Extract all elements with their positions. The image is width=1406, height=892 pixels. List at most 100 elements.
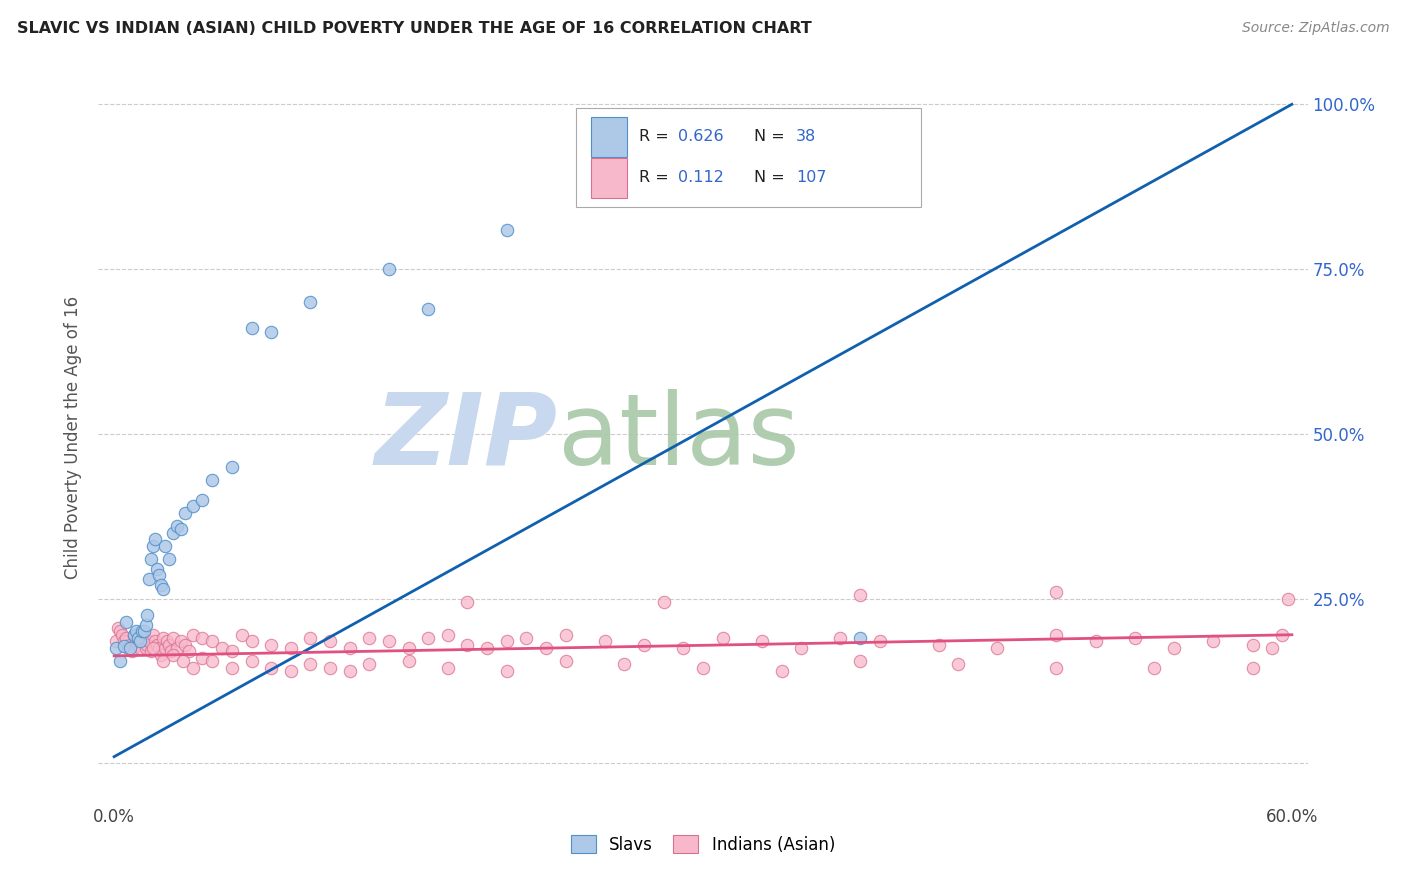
Point — [260, 638, 283, 652]
Point — [191, 631, 214, 645]
Point — [1143, 661, 1166, 675]
Point — [181, 500, 204, 514]
Text: ZIP: ZIP — [375, 389, 558, 485]
Point — [830, 631, 852, 645]
Point — [172, 654, 194, 668]
Text: N =: N = — [754, 170, 785, 186]
Point — [378, 262, 401, 277]
Point — [142, 640, 165, 655]
Point — [849, 654, 872, 668]
Point — [162, 631, 184, 645]
Point — [125, 624, 148, 639]
Point — [136, 638, 159, 652]
Point — [118, 640, 141, 655]
Point — [495, 664, 517, 678]
Point — [1045, 585, 1067, 599]
Point — [128, 634, 150, 648]
Point — [319, 634, 342, 648]
Point — [131, 628, 153, 642]
Point — [1261, 640, 1284, 655]
Point — [359, 631, 381, 645]
Point — [339, 640, 361, 655]
Point — [280, 664, 302, 678]
Point — [211, 640, 233, 655]
Point — [515, 631, 537, 645]
Point — [1123, 631, 1146, 645]
Point — [418, 631, 440, 645]
Point — [633, 638, 655, 652]
Point — [534, 640, 557, 655]
Point — [170, 634, 193, 648]
Text: R =: R = — [638, 170, 669, 186]
Point — [112, 639, 135, 653]
Point — [280, 640, 302, 655]
Point — [751, 634, 773, 648]
Point — [122, 628, 145, 642]
Text: Source: ZipAtlas.com: Source: ZipAtlas.com — [1241, 21, 1389, 36]
Point — [146, 638, 169, 652]
Point — [153, 539, 176, 553]
Point — [191, 650, 214, 665]
Point — [153, 640, 176, 655]
Text: atlas: atlas — [558, 389, 800, 485]
Point — [1277, 591, 1299, 606]
Point — [986, 640, 1008, 655]
Point — [150, 648, 173, 662]
Point — [221, 661, 243, 675]
Point — [191, 492, 214, 507]
Point — [1084, 634, 1107, 648]
Point — [105, 640, 128, 655]
Point — [437, 628, 460, 642]
Point — [770, 664, 793, 678]
Point — [107, 621, 129, 635]
Point — [108, 654, 131, 668]
Point — [201, 473, 224, 487]
Point — [162, 525, 184, 540]
Point — [221, 459, 243, 474]
Point — [152, 582, 174, 596]
Point — [136, 607, 159, 622]
Point — [131, 624, 153, 639]
Point — [122, 628, 145, 642]
Point — [135, 640, 157, 655]
Point — [593, 634, 616, 648]
Point — [231, 628, 253, 642]
Text: SLAVIC VS INDIAN (ASIAN) CHILD POVERTY UNDER THE AGE OF 16 CORRELATION CHART: SLAVIC VS INDIAN (ASIAN) CHILD POVERTY U… — [17, 21, 811, 37]
Point — [152, 654, 174, 668]
Point — [152, 631, 174, 645]
Point — [495, 634, 517, 648]
Point — [157, 638, 180, 652]
Point — [132, 631, 155, 645]
Point — [849, 631, 872, 645]
Point — [1271, 628, 1294, 642]
Point — [1202, 634, 1225, 648]
Point — [946, 657, 969, 672]
Point — [554, 654, 576, 668]
Point — [672, 640, 695, 655]
Point — [613, 657, 636, 672]
Point — [115, 615, 138, 629]
Point — [146, 562, 169, 576]
Point — [170, 522, 193, 536]
Point — [299, 657, 322, 672]
Point — [111, 628, 134, 642]
Point — [142, 628, 165, 642]
Point — [127, 638, 149, 652]
Point — [121, 644, 143, 658]
Point — [260, 661, 283, 675]
Point — [240, 654, 263, 668]
Point — [173, 506, 195, 520]
Point — [108, 624, 131, 639]
Point — [181, 661, 204, 675]
Point — [339, 664, 361, 678]
Bar — [591, 158, 627, 198]
Point — [201, 654, 224, 668]
Point — [166, 640, 188, 655]
Point — [1045, 628, 1067, 642]
Point — [240, 634, 263, 648]
Point — [790, 640, 813, 655]
Point — [260, 325, 283, 339]
Bar — [591, 117, 627, 157]
Point — [150, 578, 173, 592]
Point — [1241, 638, 1264, 652]
